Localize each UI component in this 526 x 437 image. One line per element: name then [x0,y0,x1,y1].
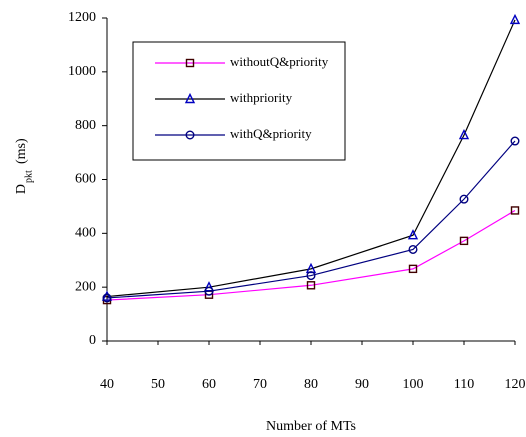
series-line [106,140,516,299]
y-tick-label: 0 [89,333,96,348]
marker [459,194,469,204]
series-line [106,209,516,301]
x-tick-label: 60 [202,377,216,392]
marker [510,206,520,215]
marker [407,229,419,240]
y-tick-label: 800 [75,118,96,133]
y-tick-label: 200 [75,279,96,294]
x-tick-label: 100 [403,377,424,392]
legend-label: withpriority [230,90,293,105]
x-tick-label: 70 [253,377,267,392]
x-tick-label: 40 [100,377,114,392]
x-tick-label: 120 [505,377,526,392]
marker [509,13,521,25]
y-axis-title: D pkt (ms) [14,138,34,194]
marker [185,130,195,140]
marker [101,290,113,301]
y-title-unit: (ms) [14,138,29,164]
y-title-sub: pkt [23,170,34,183]
marker [184,92,196,104]
marker [458,129,470,140]
series-line [106,19,516,298]
x-axis-title: Number of MTs [266,419,356,434]
legend-box [132,41,346,161]
x-tick-label: 50 [151,377,165,392]
marker [204,286,214,296]
y-tick-label: 400 [75,226,96,241]
x-tick-label: 80 [304,377,318,392]
y-title-main: D [14,184,29,194]
marker [408,264,418,274]
y-tick-label: 600 [75,172,96,187]
marker [459,236,469,246]
marker [102,293,112,303]
marker [408,244,418,254]
y-tick-label: 1000 [68,64,96,79]
marker [306,271,316,281]
x-tick-label: 110 [454,377,474,392]
x-tick-label: 90 [355,377,369,392]
marker [306,281,316,290]
y-tick-label: 1200 [68,10,96,25]
legend-label: withoutQ&priority [230,54,329,69]
legend-label: withQ&priority [230,126,312,141]
marker [185,58,195,68]
marker [510,136,520,146]
